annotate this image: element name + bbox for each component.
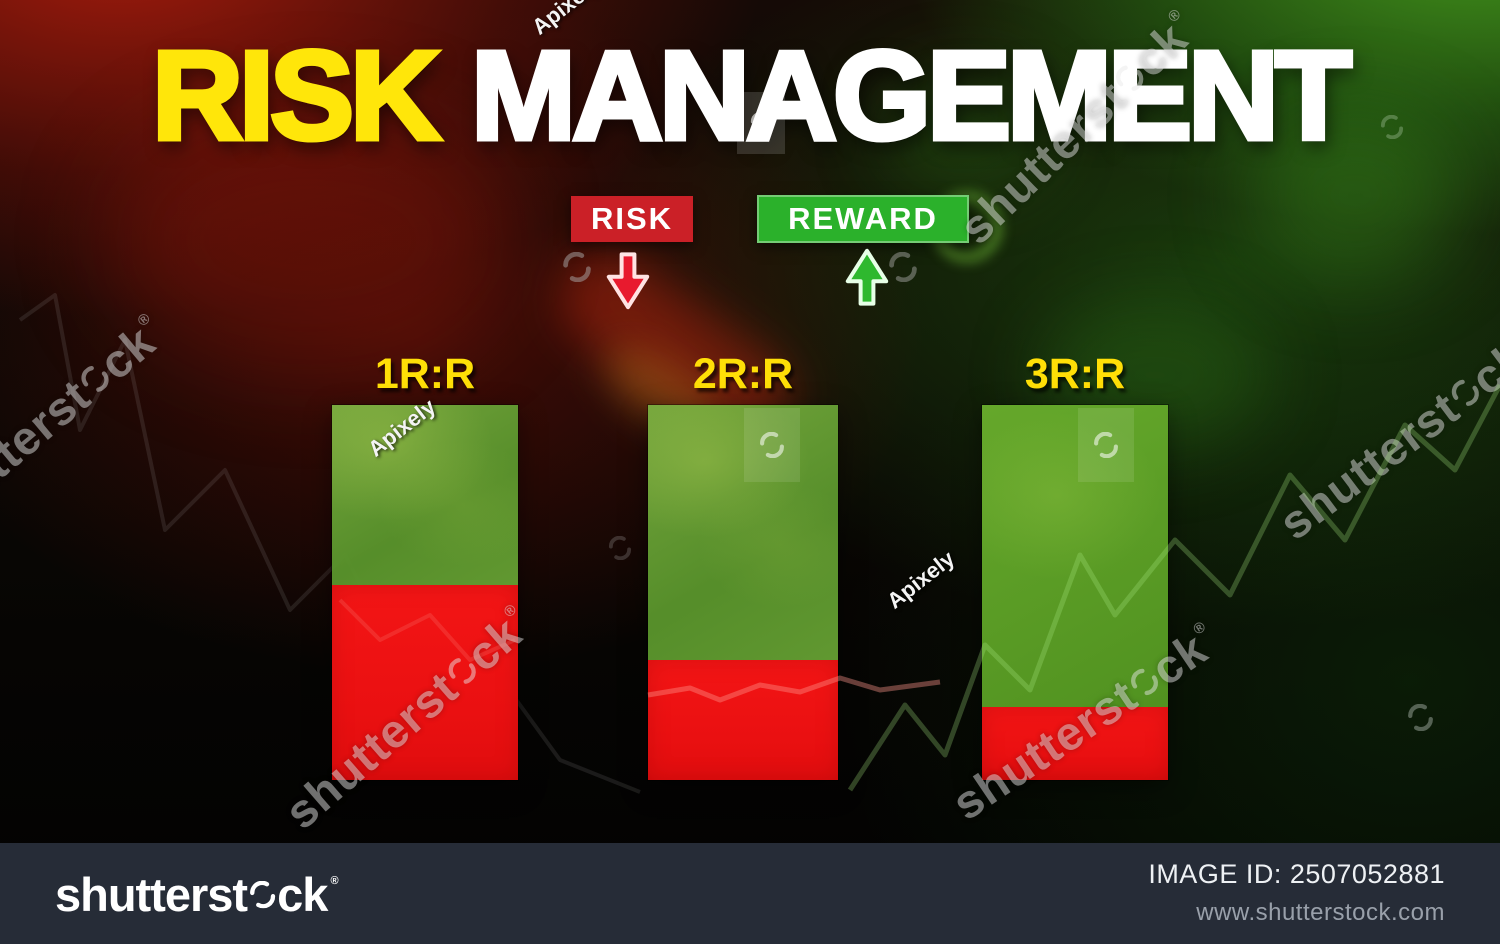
risk-segment	[332, 585, 518, 780]
ratio-bar-3rr	[982, 405, 1168, 780]
risk-segment	[648, 660, 838, 780]
bar-label-2rr: 2R:R	[692, 350, 794, 398]
shutterstock-footer-bar: shutterst ck ® IMAGE ID: 2507052881 www.sh…	[0, 843, 1500, 944]
green-glow-blob	[880, 70, 1050, 190]
risk-badge: RISK	[571, 196, 693, 242]
risk-segment	[982, 706, 1168, 780]
image-id-text: IMAGE ID: 2507052881	[1148, 859, 1445, 889]
bar-label-1rr: 1R:R	[374, 350, 476, 398]
reward-segment	[982, 405, 1168, 707]
ratio-bar-2rr	[648, 405, 838, 780]
green-glow-blob	[1250, 110, 1460, 280]
shutterstock-logo-icon	[249, 880, 276, 909]
site-url-text: www.shutterstock.com	[1196, 899, 1445, 926]
risk-down-arrow-icon	[606, 252, 650, 310]
risk-badge-label: RISK	[590, 201, 674, 236]
reward-up-arrow-icon	[845, 248, 889, 306]
red-glow-blob	[110, 110, 510, 370]
reward-badge-label: REWARD	[788, 201, 938, 236]
ratio-bar-1rr	[332, 405, 518, 780]
title-risk-word: RISK	[149, 25, 443, 166]
bar-label-3rr: 3R:R	[1024, 350, 1126, 398]
reward-badge: REWARD	[757, 195, 969, 243]
page-title: RISK MANAGEMENT	[0, 27, 1500, 164]
footer-meta: IMAGE ID: 2507052881 www.shutterstock.co…	[1148, 859, 1445, 927]
shutterstock-logo: shutterst ck ®	[55, 868, 339, 921]
reward-segment	[332, 405, 518, 585]
reward-segment	[648, 405, 838, 660]
title-management-word: MANAGEMENT	[469, 25, 1355, 166]
